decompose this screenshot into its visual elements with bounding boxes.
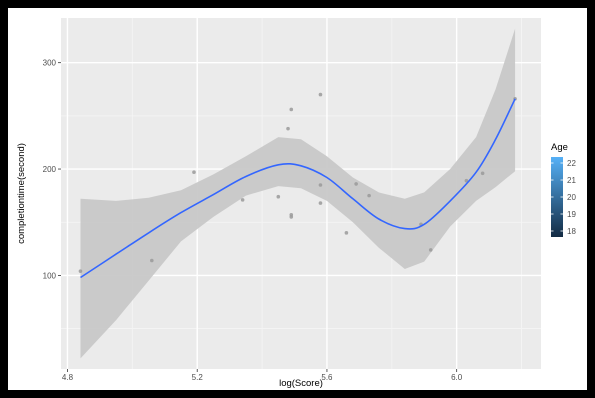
data-point — [276, 194, 281, 199]
data-point — [318, 92, 323, 97]
data-point — [240, 198, 245, 202]
chart-frame: 4.8 5.2 5.6 6.0 100 200 300 log(Score) comple… — [8, 8, 587, 390]
data-point — [289, 107, 294, 112]
legend-labels: 22 21 20 19 18 — [551, 159, 576, 236]
data-point — [192, 170, 196, 175]
legend-title: Age — [551, 142, 568, 153]
legend-colorbar — [551, 157, 563, 237]
y-tick-label: 300 — [43, 59, 57, 68]
data-point — [464, 178, 469, 183]
data-point — [289, 215, 294, 219]
legend-label: 19 — [567, 210, 576, 219]
data-point — [428, 248, 433, 252]
legend-label: 22 — [567, 159, 576, 168]
confidence-ribbon — [80, 28, 516, 359]
data-point — [150, 258, 154, 263]
data-point — [367, 193, 371, 198]
data-point — [354, 182, 358, 186]
y-tick-label: 200 — [43, 165, 57, 174]
x-tick-label: 5.6 — [321, 373, 333, 382]
x-tick-label: 6.0 — [451, 373, 463, 382]
y-tick-label: 100 — [43, 271, 57, 280]
x-axis-ticks: 4.8 5.2 5.6 6.0 — [62, 369, 463, 382]
data-point — [286, 126, 290, 131]
data-point — [480, 171, 485, 176]
x-tick-label: 4.8 — [62, 373, 74, 382]
data-point — [318, 183, 323, 187]
color-legend: Age 22 21 20 19 18 — [551, 142, 576, 237]
data-point — [344, 231, 349, 235]
legend-label: 18 — [567, 227, 576, 236]
x-tick-label: 5.2 — [192, 373, 204, 382]
legend-label: 21 — [567, 176, 576, 185]
data-point — [318, 201, 323, 205]
minor-gridlines — [61, 18, 541, 369]
y-axis-title: completiontime(second) — [16, 143, 27, 244]
chart: 4.8 5.2 5.6 6.0 100 200 300 log(Score) comple… — [16, 18, 576, 389]
x-axis-title: log(Score) — [279, 378, 323, 389]
legend-label: 20 — [567, 193, 576, 202]
smooth-line — [80, 98, 516, 279]
y-axis-ticks: 100 200 300 — [43, 59, 61, 280]
data-point — [78, 269, 83, 273]
